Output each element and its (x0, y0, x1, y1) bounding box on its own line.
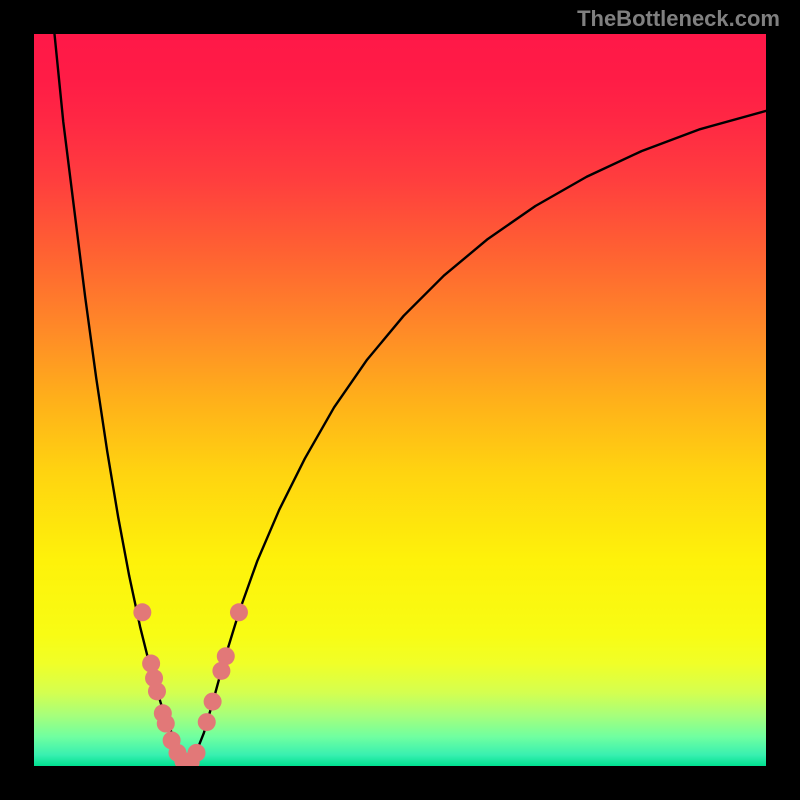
data-marker (157, 715, 175, 733)
watermark-text: TheBottleneck.com (577, 6, 780, 32)
curve-layer (34, 34, 766, 766)
data-marker (230, 603, 248, 621)
data-marker (133, 603, 151, 621)
data-marker (188, 744, 206, 762)
plot-area (34, 34, 766, 766)
chart-stage: TheBottleneck.com (0, 0, 800, 800)
data-markers (133, 603, 248, 766)
data-marker (148, 682, 166, 700)
data-marker (217, 647, 235, 665)
bottleneck-curve (55, 34, 767, 764)
data-marker (204, 693, 222, 711)
data-marker (198, 713, 216, 731)
